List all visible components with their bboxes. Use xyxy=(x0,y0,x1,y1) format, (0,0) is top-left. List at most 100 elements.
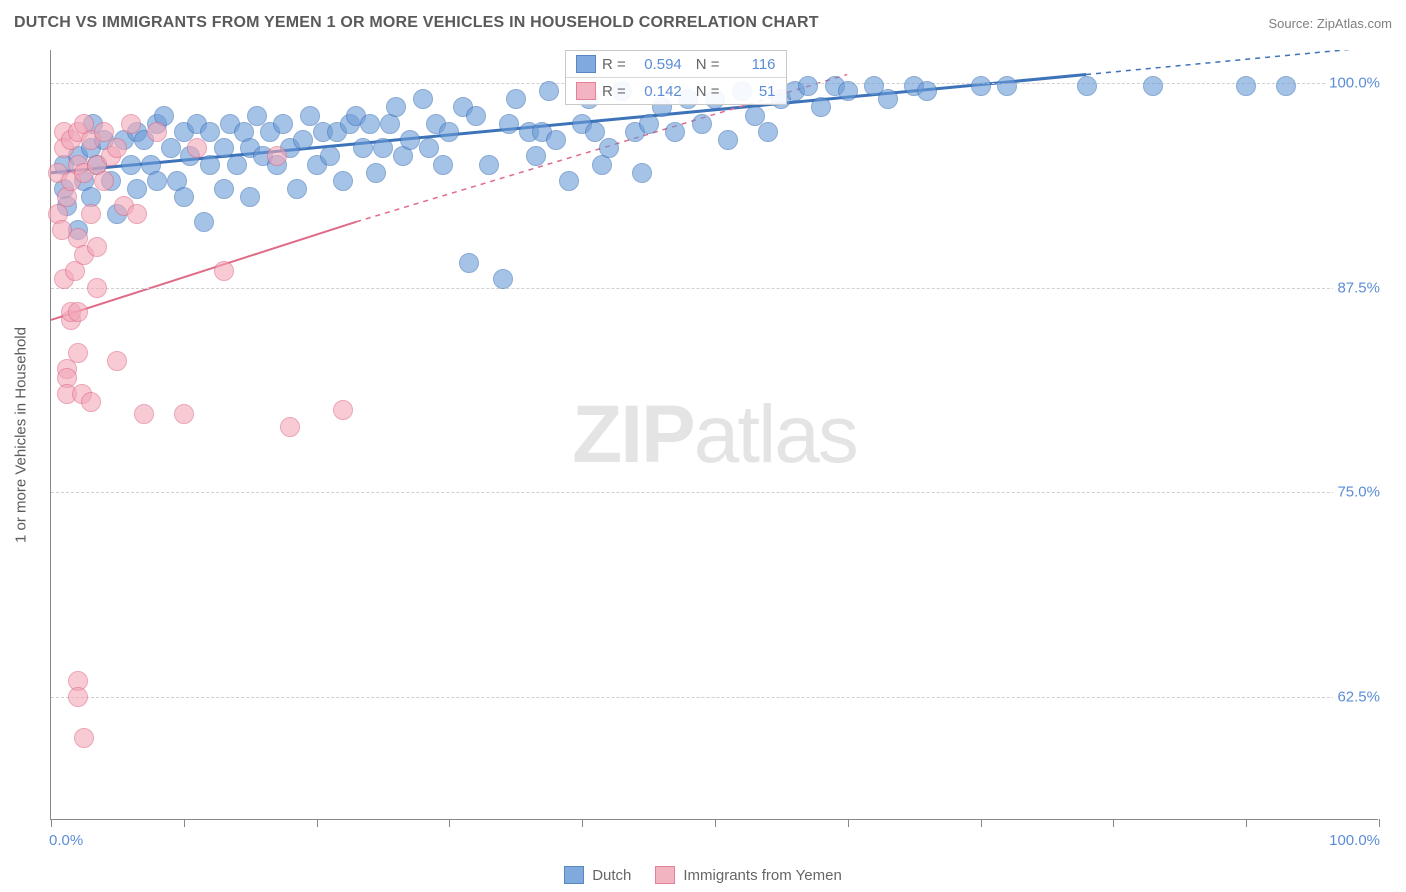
data-point xyxy=(280,417,300,437)
chart-container: DUTCH VS IMMIGRANTS FROM YEMEN 1 OR MORE… xyxy=(0,0,1406,892)
x-tick xyxy=(1246,819,1247,827)
data-point xyxy=(692,114,712,134)
data-point xyxy=(373,138,393,158)
data-point xyxy=(107,138,127,158)
data-point xyxy=(479,155,499,175)
x-axis-label-max: 100.0% xyxy=(1329,832,1380,849)
data-point xyxy=(121,114,141,134)
data-point xyxy=(466,106,486,126)
n-label: N = xyxy=(696,56,720,73)
data-point xyxy=(878,89,898,109)
x-tick xyxy=(317,819,318,827)
data-point xyxy=(546,130,566,150)
data-point xyxy=(632,163,652,183)
data-point xyxy=(240,187,260,207)
data-point xyxy=(273,114,293,134)
legend-swatch xyxy=(564,866,584,884)
data-point xyxy=(811,97,831,117)
data-point xyxy=(917,81,937,101)
data-point xyxy=(439,122,459,142)
x-tick xyxy=(1113,819,1114,827)
watermark-bold: ZIP xyxy=(572,389,694,480)
trend-lines-layer xyxy=(51,50,1378,819)
data-point xyxy=(413,89,433,109)
data-point xyxy=(174,404,194,424)
data-point xyxy=(267,146,287,166)
r-label: R = xyxy=(602,56,626,73)
x-tick xyxy=(449,819,450,827)
data-point xyxy=(107,351,127,371)
data-point xyxy=(499,114,519,134)
data-point xyxy=(320,146,340,166)
data-point xyxy=(187,138,207,158)
data-point xyxy=(333,400,353,420)
data-point xyxy=(599,138,619,158)
data-point xyxy=(68,302,88,322)
y-axis-title: 1 or more Vehicles in Household xyxy=(13,327,30,543)
data-point xyxy=(493,269,513,289)
watermark-light: atlas xyxy=(694,389,857,480)
data-point xyxy=(1236,76,1256,96)
data-point xyxy=(68,343,88,363)
y-tick-label: 100.0% xyxy=(1325,74,1380,91)
data-point xyxy=(838,81,858,101)
y-tick-label: 87.5% xyxy=(1333,279,1380,296)
data-point xyxy=(74,728,94,748)
data-point xyxy=(639,114,659,134)
legend-item: Immigrants from Yemen xyxy=(655,866,841,884)
data-point xyxy=(94,171,114,191)
n-value: 51 xyxy=(726,83,776,100)
data-point xyxy=(333,171,353,191)
data-point xyxy=(400,130,420,150)
data-point xyxy=(87,278,107,298)
data-point xyxy=(194,212,214,232)
r-label: R = xyxy=(602,83,626,100)
legend-label: Dutch xyxy=(592,867,631,884)
x-tick xyxy=(51,819,52,827)
gridline xyxy=(51,288,1380,289)
legend-row: R = 0.594 N = 116 xyxy=(566,51,786,78)
data-point xyxy=(161,138,181,158)
data-point xyxy=(665,122,685,142)
data-point xyxy=(81,204,101,224)
legend-item: Dutch xyxy=(564,866,631,884)
data-point xyxy=(366,163,386,183)
data-point xyxy=(758,122,778,142)
data-point xyxy=(997,76,1017,96)
data-point xyxy=(539,81,559,101)
trend-line-dashed xyxy=(1086,50,1378,75)
data-point xyxy=(798,76,818,96)
data-point xyxy=(1143,76,1163,96)
x-tick xyxy=(582,819,583,827)
data-point xyxy=(287,179,307,199)
x-axis-label-min: 0.0% xyxy=(49,832,83,849)
data-point xyxy=(127,179,147,199)
r-value: 0.594 xyxy=(632,56,682,73)
data-point xyxy=(971,76,991,96)
data-point xyxy=(147,171,167,191)
y-tick-label: 62.5% xyxy=(1333,689,1380,706)
series-legend: Dutch Immigrants from Yemen xyxy=(0,866,1406,884)
correlation-legend: R = 0.594 N = 116 R =0.142N =51 xyxy=(565,50,787,105)
data-point xyxy=(227,155,247,175)
n-value: 116 xyxy=(726,56,776,73)
data-point xyxy=(147,122,167,142)
data-point xyxy=(718,130,738,150)
watermark: ZIPatlas xyxy=(572,388,857,482)
data-point xyxy=(506,89,526,109)
data-point xyxy=(214,261,234,281)
x-tick xyxy=(184,819,185,827)
data-point xyxy=(360,114,380,134)
legend-row: R =0.142N =51 xyxy=(566,78,786,104)
legend-swatch xyxy=(576,82,596,100)
legend-label: Immigrants from Yemen xyxy=(683,867,841,884)
source-label: Source: ZipAtlas.com xyxy=(1268,16,1392,31)
legend-swatch xyxy=(576,55,596,73)
header: DUTCH VS IMMIGRANTS FROM YEMEN 1 OR MORE… xyxy=(14,14,1392,32)
data-point xyxy=(200,155,220,175)
x-tick xyxy=(981,819,982,827)
data-point xyxy=(134,404,154,424)
data-point xyxy=(121,155,141,175)
y-tick-label: 75.0% xyxy=(1333,484,1380,501)
data-point xyxy=(433,155,453,175)
